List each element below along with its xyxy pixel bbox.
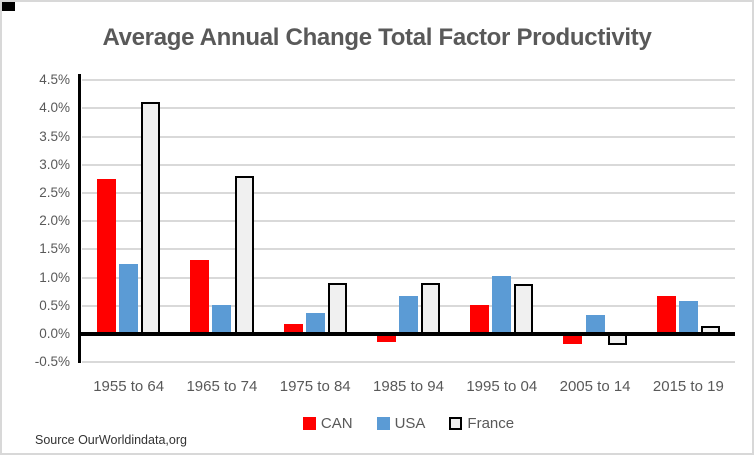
y-axis-tick-label: 4.0% xyxy=(39,100,70,116)
y-axis-tick-label: 1.0% xyxy=(39,269,70,285)
x-axis-category-label: 1965 to 74 xyxy=(186,378,258,395)
gridline xyxy=(82,107,735,110)
legend-label: USA xyxy=(394,415,426,432)
bar-usa-4 xyxy=(492,276,512,334)
x-axis-category-label: 1955 to 64 xyxy=(93,378,165,395)
corner-mark xyxy=(2,2,15,11)
y-axis-tick-label: 4.5% xyxy=(39,72,70,88)
legend-item-france: France xyxy=(449,415,514,432)
bar-france-0 xyxy=(141,102,161,334)
x-axis-category-label: 2015 to 19 xyxy=(652,378,724,395)
bar-france-1 xyxy=(234,175,254,334)
bar-usa-6 xyxy=(678,300,698,334)
bar-can-2 xyxy=(283,323,303,334)
x-axis-zero-line xyxy=(78,332,735,336)
y-axis-tick-label: 3.0% xyxy=(39,156,70,172)
x-axis-category-label: 1985 to 94 xyxy=(373,378,444,395)
legend-item-can: CAN xyxy=(302,415,353,432)
y-axis-tick-label: 1.5% xyxy=(39,241,70,257)
legend: CAN USA France xyxy=(82,415,735,432)
legend-label: CAN xyxy=(320,415,353,432)
gridline xyxy=(82,248,735,251)
y-axis-tick-label: 2.5% xyxy=(39,185,70,200)
gridline xyxy=(82,361,735,364)
bar-can-0 xyxy=(96,179,116,334)
chart-title: Average Annual Change Total Factor Produ… xyxy=(102,24,652,51)
bar-can-3 xyxy=(376,334,396,343)
legend-swatch-can xyxy=(302,417,316,430)
gridline xyxy=(82,135,735,138)
y-axis-tick-label: 0.0% xyxy=(39,326,70,341)
bar-can-6 xyxy=(656,295,676,334)
y-axis-tick-label: 0.5% xyxy=(39,297,70,313)
bar-france-2 xyxy=(327,283,347,334)
bar-usa-0 xyxy=(119,264,139,334)
legend-swatch-usa xyxy=(376,417,390,430)
legend-swatch-france xyxy=(449,417,463,430)
source-note: Source OurWorldindata,org xyxy=(35,433,187,447)
x-axis-category-label: 1995 to 04 xyxy=(466,378,538,395)
x-axis-category-label: 1975 to 84 xyxy=(279,378,351,395)
bar-can-1 xyxy=(190,259,210,334)
bar-usa-3 xyxy=(399,296,418,334)
bar-france-3 xyxy=(421,283,441,334)
gridline xyxy=(82,276,735,279)
legend-item-usa: USA xyxy=(376,415,426,432)
gridline xyxy=(82,192,735,194)
bar-usa-2 xyxy=(305,312,325,334)
gridline xyxy=(82,220,735,223)
bar-usa-5 xyxy=(585,315,605,334)
y-axis-tick-label: 3.5% xyxy=(39,128,70,144)
y-axis-line xyxy=(78,74,81,363)
bar-can-5 xyxy=(563,334,583,344)
bar-can-4 xyxy=(470,304,490,334)
x-axis-category-label: 2005 to 14 xyxy=(559,378,631,395)
y-axis-tick-label: 2.0% xyxy=(39,213,70,229)
gridline xyxy=(82,163,735,166)
bar-usa-1 xyxy=(212,305,232,334)
y-axis-tick-label: -0.5% xyxy=(34,354,70,370)
gridline xyxy=(82,79,735,82)
bar-france-4 xyxy=(514,284,534,334)
legend-label: France xyxy=(467,415,515,432)
